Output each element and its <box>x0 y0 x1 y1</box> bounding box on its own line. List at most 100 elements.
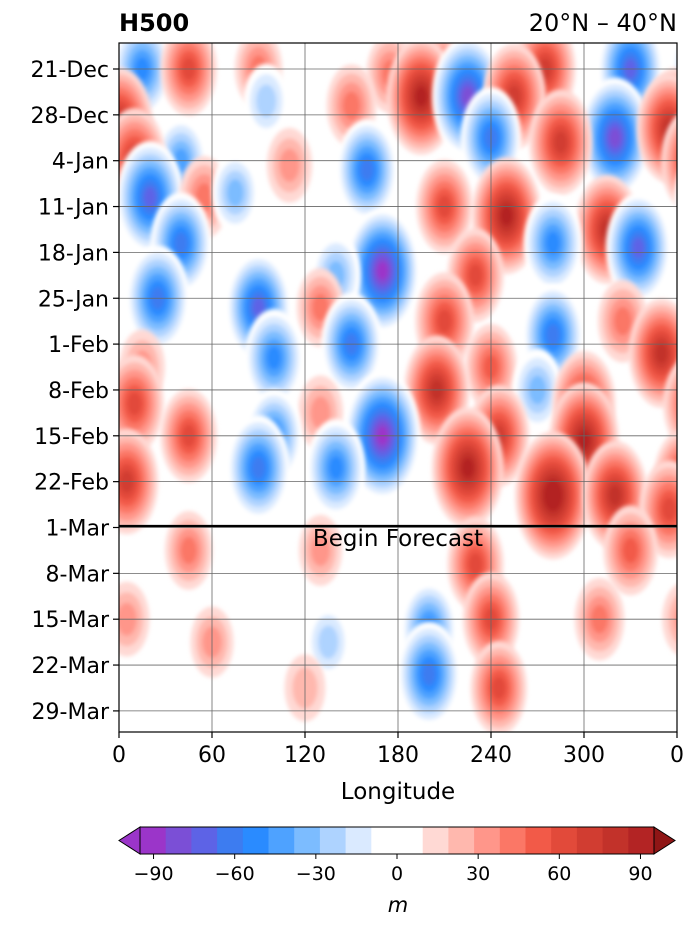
anomaly-blob <box>431 407 504 529</box>
colorbar-tick-label: 30 <box>466 863 490 885</box>
anomaly-contour <box>684 246 697 351</box>
anomaly-contour <box>422 663 436 686</box>
colorbar-swatch <box>217 827 244 854</box>
anomaly-contour <box>622 537 639 564</box>
y-tick-label: 15-Feb <box>34 425 109 450</box>
anomaly-contour <box>545 231 561 256</box>
colorbar-swatch <box>397 827 424 854</box>
colorbar-swatch <box>422 827 449 854</box>
anomaly-contour <box>174 232 188 254</box>
colorbar-extend-low <box>118 826 141 855</box>
anomaly-blob <box>579 77 651 198</box>
anomaly-blob <box>629 298 677 408</box>
anomaly-blob <box>119 140 184 254</box>
anomaly-contour <box>312 293 329 322</box>
anomaly-blob <box>119 354 164 453</box>
anomaly-contour <box>678 330 697 405</box>
anomaly-blob <box>515 431 591 560</box>
anomaly-contour <box>376 261 389 281</box>
colorbar-swatch <box>371 827 398 854</box>
anomaly-contour <box>676 397 677 410</box>
anomaly-blob <box>211 153 259 233</box>
x-tick-label: 300 <box>563 743 605 768</box>
anomaly-blob <box>244 309 304 407</box>
anomaly-blob <box>336 119 398 221</box>
colorbar-swatch <box>602 827 629 854</box>
anomaly-contour <box>342 91 361 120</box>
x-axis: 0 60 120 180 240 300 0 <box>112 732 684 768</box>
anomaly-contour <box>279 148 300 182</box>
colorbar-tick-label: 0 <box>391 863 403 885</box>
y-tick-label: 22-Feb <box>34 471 109 496</box>
colorbar-extend-high <box>653 826 676 855</box>
colorbar-swatch <box>191 827 218 854</box>
x-tick-label: 0 <box>112 743 126 768</box>
colorbar-swatch <box>242 827 269 854</box>
anomaly-contour <box>468 263 483 287</box>
y-tick-label: 8-Feb <box>48 379 109 404</box>
anomaly-contour <box>690 350 697 383</box>
anomaly-contour <box>310 396 331 430</box>
anomaly-contour <box>693 57 697 81</box>
chart-title-left: H500 <box>119 9 189 37</box>
anomaly-contour <box>227 179 244 207</box>
anomaly-contour <box>678 148 697 248</box>
anomaly-blob <box>306 419 366 517</box>
anomaly-contour <box>252 297 265 318</box>
anomaly-contour <box>546 324 560 346</box>
anomaly-contour <box>674 608 677 630</box>
anomaly-blob <box>126 245 190 351</box>
anomaly-blob <box>397 621 461 727</box>
anomaly-blob <box>165 511 213 590</box>
colorbar-label: m <box>388 893 408 917</box>
y-tick-label: 11-Jan <box>38 196 109 221</box>
anomaly-contour <box>690 167 697 227</box>
anomaly-contour <box>360 159 374 181</box>
anomaly-blob <box>603 505 658 596</box>
anomaly-blob-wrap <box>674 148 697 248</box>
anomaly-contour <box>491 676 506 700</box>
anomaly-contour <box>310 534 331 567</box>
x-tick-label: 120 <box>284 743 326 768</box>
anomaly-blob-wrap <box>684 246 697 351</box>
anomaly-blob <box>266 127 313 203</box>
anomaly-blob <box>299 514 342 586</box>
anomaly-contour <box>681 385 697 423</box>
colorbar-tick-label: 90 <box>628 863 652 885</box>
colorbar-tick-label: −90 <box>133 863 173 885</box>
colorbar-swatch <box>268 827 295 854</box>
y-tick-label: 25-Jan <box>38 287 109 312</box>
anomaly-blob <box>529 89 593 195</box>
colorbar: −90 −60 −30 0 30 60 90 <box>118 826 676 885</box>
colorbar-swatch <box>525 827 552 854</box>
anomaly-contour <box>143 186 157 208</box>
anomaly-contour <box>684 42 697 95</box>
colorbar-tick-label: −60 <box>215 863 255 885</box>
y-axis: 21-Dec 28-Dec 4-Jan 11-Jan 18-Jan 25-Jan 1-Feb… <box>30 58 119 725</box>
anomaly-contour <box>461 457 474 478</box>
colorbar-swatch <box>628 827 655 854</box>
anomaly-contour <box>266 346 282 370</box>
anomaly-contour <box>689 50 697 88</box>
anomaly-contour <box>500 206 513 226</box>
anomaly-contour <box>688 253 697 344</box>
y-tick-label: 18-Jan <box>38 241 109 266</box>
y-tick-label: 1-Mar <box>46 517 110 542</box>
anomaly-contour <box>672 381 677 426</box>
anomaly-contour <box>662 497 677 521</box>
colorbar-swatch <box>448 827 475 854</box>
anomaly-contour <box>614 306 632 336</box>
colorbar-tick-label: 60 <box>547 863 571 885</box>
anomaly-contour <box>655 343 668 364</box>
x-tick-label: 240 <box>470 743 512 768</box>
anomaly-contour <box>127 391 142 416</box>
anomaly-blob-wrap <box>678 330 697 405</box>
anomaly-contour <box>547 485 559 506</box>
anomaly-contour <box>609 127 621 148</box>
anomaly-contour <box>678 471 691 493</box>
anomaly-contour <box>554 131 568 154</box>
anomaly-blob-wrap <box>663 362 697 446</box>
colorbar-swatch <box>319 827 346 854</box>
colorbar-swatch <box>474 827 501 854</box>
anomaly-contour <box>180 536 197 565</box>
